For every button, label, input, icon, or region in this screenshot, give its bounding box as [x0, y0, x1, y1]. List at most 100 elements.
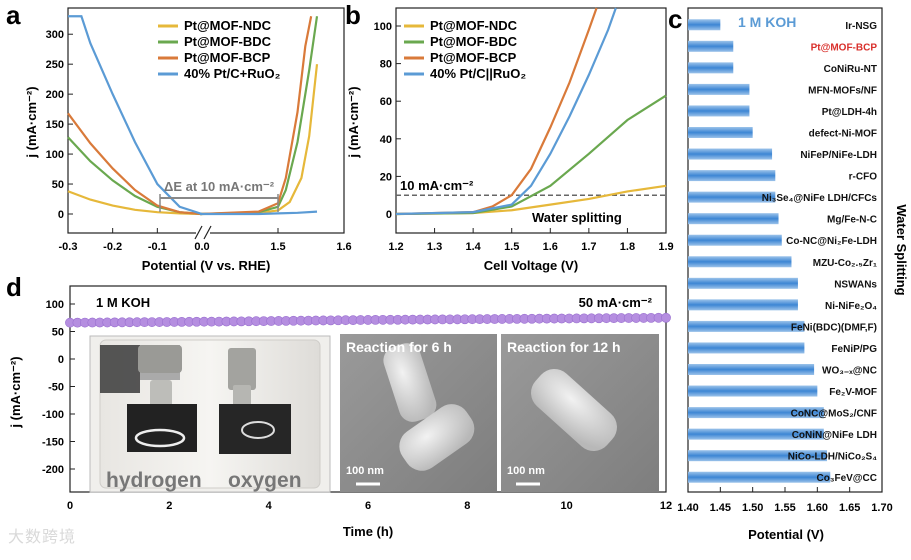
panel-a-legend-label: Pt@MOF-BDC: [184, 34, 272, 49]
panel-b-ytick-label: 100: [374, 21, 392, 33]
panel-c-bar: [688, 277, 798, 289]
panel-c-bar: [688, 385, 818, 397]
panel-d-ytick-label: -50: [48, 382, 64, 394]
panel-b-legend-label: 40% Pt/C||RuO₂: [430, 66, 526, 81]
panel-a-ytick-label: 100: [46, 149, 64, 161]
panel-c-bar-label: Fe₂V-MOF: [829, 387, 877, 398]
panel-d-point: [661, 312, 671, 323]
panel-b-xtick-label: 1.6: [543, 241, 558, 253]
panel-a-line-her: [67, 190, 203, 216]
panel-b-ytick-label: 20: [380, 171, 392, 183]
watermark: 大数跨境: [8, 527, 77, 546]
panel-b-xtick-label: 1.3: [427, 241, 442, 253]
panel-a-line-her: [67, 112, 203, 216]
panel-c-bar-label: WO₃₋ₓ@NC: [822, 366, 877, 377]
panel-c-bar: [688, 148, 773, 160]
panel-c-bar: [688, 364, 815, 375]
panel-d-ytick-label: 100: [46, 299, 64, 311]
panel-d-ylabel: j (mA·cm⁻²): [8, 356, 23, 428]
panel-d-label-left: 1 M KOH: [96, 295, 150, 310]
panel-a-series: [67, 15, 319, 216]
panel-c-bar: [688, 450, 828, 462]
panel-d-xtick-label: 8: [464, 500, 470, 512]
panel-a-line-her: [68, 15, 203, 216]
panel-c-bar-label: Ni₃Se₄@NiFe LDH/CFCs: [762, 193, 878, 204]
panel-b-ytick-label: 60: [380, 96, 392, 108]
panel-c-ylabel: Water Splitting: [894, 204, 909, 295]
panel-c-bar: [688, 256, 792, 268]
panel-d-xtick-label: 6: [365, 500, 371, 512]
panel-a-legend-label: Pt@MOF-BCP: [184, 50, 271, 65]
panel-c-xtick-label: 1.50: [742, 502, 763, 514]
panel-c-bar: [688, 83, 750, 95]
panel-c-bar-label: Ni-NiFe₂O₄: [825, 301, 877, 312]
panel-c-bar-label: Pt@LDH-4h: [822, 107, 877, 118]
panel-c: c Ir-NSG Pt@MOF-BCP CoNiRu-NT MFN-MOFs/NF Pt…: [668, 4, 909, 542]
panel-c-bar: [688, 213, 779, 225]
sem-12h-scale: 100 nm: [507, 465, 545, 477]
hydrogen-label: hydrogen: [106, 469, 202, 492]
panel-b-ticks: 1.2 1.3 1.4 1.5 1.6 1.7 1.8 1.9 0 20 40 60 80 100: [374, 21, 674, 253]
panel-c-bar: [688, 40, 734, 52]
panel-a-xtick-label: -0.1: [148, 241, 167, 253]
panel-b-frame: [395, 7, 667, 234]
panel-d-xtick-label: 10: [561, 500, 573, 512]
panel-c-bar-label: NiFeP/NiFe-LDH: [800, 150, 877, 161]
sem-6h-scale: 100 nm: [346, 465, 384, 477]
sem-12h-label: Reaction for 12 h: [507, 339, 621, 355]
panel-d-xlabel: Time (h): [343, 524, 393, 539]
panel-c-bar: [688, 428, 824, 440]
panel-c-bar-label: Ir-NSG: [845, 21, 877, 32]
panel-b-xlabel: Cell Voltage (V): [484, 258, 578, 273]
panel-c-bar-label: MFN-MOFs/NF: [808, 85, 877, 96]
panel-b-ylabel: j (mA·cm⁻²): [346, 86, 361, 158]
panel-b-series: [395, 7, 667, 216]
panel-c-bar-label: NSWANs: [834, 279, 877, 290]
panel-c-xtick-label: 1.60: [807, 502, 828, 514]
panel-b-annotation: Water splitting: [532, 210, 622, 225]
panel-a-annotation: ΔE at 10 mA·cm⁻²: [164, 179, 275, 194]
panel-c-bar-label: FeNi(BDC)(DMF,F): [791, 322, 877, 333]
panel-c-xtick-label: 1.55: [774, 502, 795, 514]
panel-a-xlabel: Potential (V vs. RHE): [142, 258, 271, 273]
panel-b-line: [395, 7, 617, 216]
panel-d-ytick-label: -150: [42, 437, 64, 449]
panel-a-xtick-label: 0.0: [194, 241, 209, 253]
panel-c-xlabel: Potential (V): [748, 527, 824, 542]
panel-d-xtick-label: 2: [166, 500, 172, 512]
panel-b-ref-label: 10 mA·cm⁻²: [400, 178, 474, 193]
panel-a-ylabel: j (mA·cm⁻²): [24, 86, 39, 158]
panel-c-bar: [688, 127, 753, 138]
panel-a-xtick-label: 1.6: [336, 241, 351, 253]
panel-c-bar: [688, 170, 776, 182]
panel-c-bar-label: r-CFO: [849, 172, 878, 183]
panel-b-xtick-label: 1.7: [581, 241, 596, 253]
panel-d-ytick-label: 0: [58, 354, 64, 366]
panel-a-legend-label: Pt@MOF-NDC: [184, 18, 272, 33]
panel-b-xtick-label: 1.5: [504, 241, 519, 253]
panel-b-legend-label: Pt@MOF-BCP: [430, 50, 517, 65]
panel-c-bar-label: NiCo-LDH/NiCo₂S₄: [788, 452, 877, 463]
panel-b: b 1.2 1.3 1.4 1.5 1.6 1.7 1.8 1.9 0 20 40 60 80 100 P…: [345, 0, 674, 273]
panel-c-bar: [688, 105, 750, 117]
panel-d-series: [65, 312, 671, 328]
panel-a-line-oer: [199, 16, 313, 216]
panel-c-bar: [688, 19, 721, 31]
panel-a: a 0 50 100 150 200 250 300 -0.3 -0.2 -0.1 0.0 1.5 1.…: [6, 0, 352, 273]
panel-b-xtick-label: 1.2: [388, 241, 403, 253]
panel-a-ytick-label: 150: [46, 119, 64, 131]
panel-d-letter: d: [6, 272, 22, 302]
panel-c-bar-label: CoNC@MoS₂/CNF: [791, 409, 877, 420]
panel-c-xtick-label: 1.65: [839, 502, 860, 514]
panel-d-photo-inset: hydrogen oxygen: [89, 335, 331, 493]
panel-c-xtick-label: 1.70: [871, 502, 892, 514]
panel-b-xtick-label: 1.8: [620, 241, 635, 253]
panel-c-bar: [688, 320, 805, 332]
panel-a-legend-label: 40% Pt/C+RuO₂: [184, 66, 281, 81]
panel-d-xtick-label: 0: [67, 500, 73, 512]
panel-a-xtick-label: -0.2: [103, 241, 122, 253]
panel-d-ytick-label: 50: [52, 327, 64, 339]
